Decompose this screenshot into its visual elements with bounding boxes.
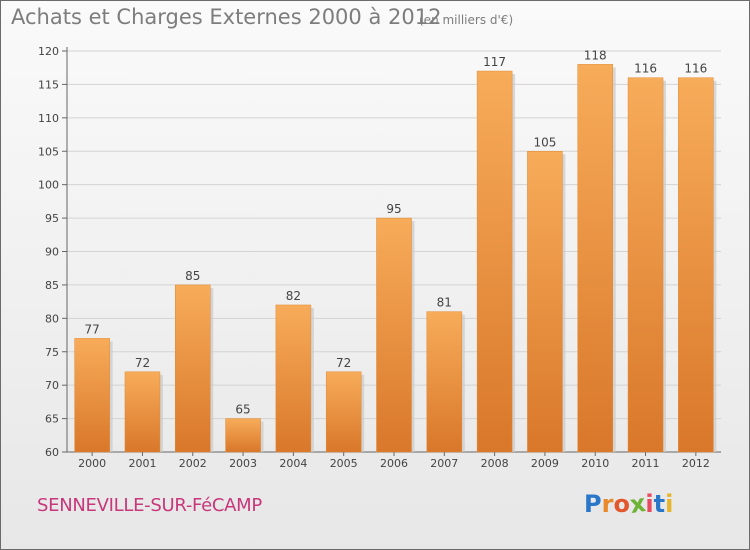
logo-letter: P [584, 490, 602, 518]
value-label: 77 [85, 322, 100, 336]
value-label: 118 [584, 48, 607, 62]
bars [74, 64, 717, 453]
city-name: SENNEVILLE-SUR-FéCAMP [37, 495, 262, 516]
x-tick-label: 2010 [581, 457, 609, 470]
value-label: 65 [235, 403, 250, 417]
value-label: 82 [286, 289, 301, 303]
x-tick-label: 2008 [481, 457, 509, 470]
value-label: 95 [386, 202, 401, 216]
bar-2007 [426, 311, 463, 453]
y-tick-label: 90 [45, 246, 59, 259]
logo-letter: i [665, 490, 674, 518]
x-tick-label: 2012 [682, 457, 710, 470]
labels: 60 65 70 75 80 85 90 95 100 105 110 115 120 77 2000 72 2… [38, 45, 710, 470]
value-label: 85 [185, 269, 200, 283]
x-tick-label: 2006 [380, 457, 408, 470]
value-label: 72 [135, 356, 150, 370]
y-tick-label: 75 [45, 346, 59, 359]
x-tick-label: 2001 [128, 457, 156, 470]
y-tick-label: 80 [45, 312, 59, 325]
value-label: 81 [437, 296, 452, 310]
bar-2003 [225, 418, 261, 453]
x-tick-label: 2004 [279, 457, 307, 470]
y-tick-label: 65 [45, 413, 59, 426]
y-tick-label: 85 [45, 279, 59, 292]
y-tick-label: 105 [38, 145, 59, 158]
logo-letter: o [613, 490, 630, 518]
logo-letter: t [653, 490, 666, 518]
y-tick-label: 110 [38, 112, 59, 125]
value-label: 117 [483, 55, 506, 69]
bar-2005 [325, 371, 362, 453]
bar-2001 [124, 371, 161, 453]
value-label: 116 [684, 62, 707, 76]
y-tick-label: 70 [45, 379, 59, 392]
x-tick-label: 2002 [179, 457, 207, 470]
value-label: 105 [533, 135, 556, 149]
y-tick-label: 95 [45, 212, 59, 225]
bar-2006 [376, 217, 412, 453]
logo-letter: i [645, 490, 654, 518]
value-label: 72 [336, 356, 351, 370]
logo-letter: r [601, 490, 614, 518]
y-tick-label: 115 [38, 78, 59, 91]
y-tick-label: 120 [38, 45, 59, 58]
bar-2000 [74, 338, 110, 453]
bar-2004 [275, 304, 312, 453]
value-label: 116 [634, 62, 657, 76]
chart-title: Achats et Charges Externes 2000 à 2012 [11, 5, 442, 29]
bar-2011 [627, 77, 664, 453]
bar-2010 [577, 64, 613, 453]
chart-subtitle: (en milliers d'€) [419, 13, 514, 27]
bar-2012 [678, 77, 714, 453]
y-tick-label: 100 [38, 179, 59, 192]
logo-letter: x [628, 489, 648, 519]
bar-2008 [476, 70, 513, 453]
x-tick-label: 2009 [531, 457, 559, 470]
x-tick-label: 2011 [632, 457, 660, 470]
bar-2002 [175, 284, 211, 453]
x-tick-label: 2005 [330, 457, 358, 470]
proxiti-logo: Proxiti [584, 489, 674, 519]
x-tick-label: 2003 [229, 457, 257, 470]
bar-2009 [527, 151, 563, 453]
y-tick-label: 60 [45, 446, 59, 459]
x-tick-label: 2007 [430, 457, 458, 470]
x-tick-label: 2000 [78, 457, 106, 470]
